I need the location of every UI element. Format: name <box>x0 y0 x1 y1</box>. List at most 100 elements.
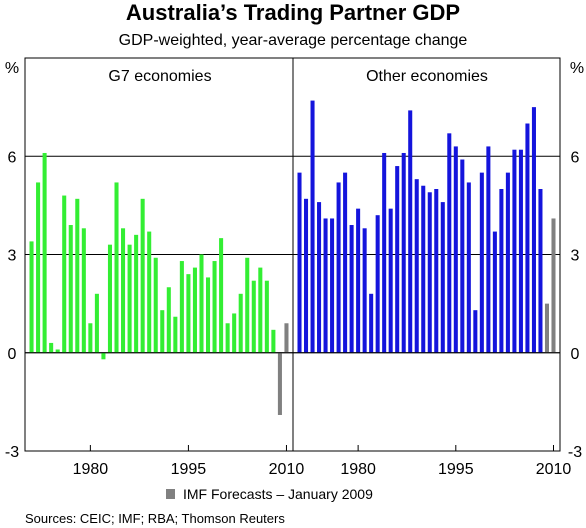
data-bar <box>134 234 139 353</box>
data-bar <box>29 241 34 353</box>
data-bar <box>505 172 510 353</box>
data-bar <box>107 244 112 353</box>
data-bar <box>192 267 197 353</box>
data-bar <box>88 323 93 353</box>
data-bar <box>447 133 452 353</box>
forecast-bar <box>277 352 282 415</box>
data-bar <box>414 179 419 353</box>
x-tick-label: 1980 <box>73 461 109 478</box>
forecast-bar <box>544 303 549 353</box>
data-bar <box>49 342 54 353</box>
data-bar <box>36 182 41 353</box>
y-tick-label-left: 3 <box>8 248 17 265</box>
data-bar <box>538 189 543 353</box>
y-unit-left: % <box>5 60 19 77</box>
chart-title: Australia’s Trading Partner GDP <box>125 0 461 25</box>
data-bar <box>382 152 387 353</box>
data-bar <box>206 277 211 353</box>
data-bar <box>499 189 504 353</box>
data-bar <box>486 146 491 353</box>
data-bar <box>68 225 73 353</box>
data-bar <box>114 182 119 353</box>
y-tick-label-right: 6 <box>571 149 580 166</box>
data-bar <box>434 189 439 353</box>
y-tick-label-right: -3 <box>568 444 582 461</box>
data-bar <box>388 208 393 353</box>
data-bar <box>395 166 400 353</box>
data-bar <box>421 185 426 353</box>
data-bar <box>258 267 263 353</box>
data-bar <box>140 198 145 353</box>
data-bar <box>369 293 374 353</box>
data-bar <box>264 280 269 353</box>
source-note: Sources: CEIC; IMF; RBA; Thomson Reuters <box>25 511 285 526</box>
data-bar <box>479 172 484 353</box>
y-tick-label-left: -3 <box>5 444 19 461</box>
data-bar <box>62 195 67 353</box>
data-bar <box>349 225 354 353</box>
chart-subtitle: GDP-weighted, year-average percentage ch… <box>118 32 468 49</box>
y-tick-label-left: 0 <box>8 346 17 363</box>
data-bar <box>251 280 256 353</box>
data-bar <box>531 107 536 353</box>
data-bar <box>212 261 217 353</box>
data-bar <box>304 198 309 353</box>
data-bar <box>525 123 530 353</box>
data-bar <box>147 231 152 353</box>
data-bar <box>310 100 315 353</box>
data-bar <box>362 228 367 353</box>
y-tick-label-right: 0 <box>571 346 580 363</box>
data-bar <box>173 316 178 353</box>
legend-swatch-forecast <box>166 489 175 499</box>
y-tick-label-left: 6 <box>8 149 17 166</box>
panel-title-g7: G7 economies <box>108 68 211 85</box>
data-bar <box>518 149 523 353</box>
x-tick-label: 2010 <box>269 461 305 478</box>
data-bar <box>160 310 165 353</box>
data-bar <box>375 215 380 353</box>
data-bar <box>101 352 106 360</box>
panel-title-other: Other economies <box>366 68 488 85</box>
data-bar <box>199 254 204 353</box>
data-bar <box>94 293 99 353</box>
forecast-bar <box>284 323 289 353</box>
x-tick-label: 1995 <box>171 461 207 478</box>
y-unit-right: % <box>570 60 584 77</box>
data-bar <box>166 287 171 353</box>
data-bar <box>225 323 230 353</box>
x-tick-label: 2010 <box>536 461 572 478</box>
data-bar <box>512 149 517 353</box>
data-bar <box>427 192 432 353</box>
data-bar <box>271 329 276 353</box>
data-bar <box>473 310 478 353</box>
data-bar <box>408 110 413 353</box>
legend-label-forecast: IMF Forecasts – January 2009 <box>183 486 373 502</box>
data-bar <box>219 238 224 353</box>
data-bar <box>323 218 328 353</box>
data-bar <box>179 261 184 353</box>
data-bar <box>317 202 322 353</box>
data-bar <box>238 293 243 353</box>
data-bar <box>42 152 47 353</box>
data-bar <box>81 228 86 353</box>
data-bar <box>466 182 471 353</box>
data-bar <box>440 202 445 353</box>
data-bar <box>55 349 60 353</box>
data-bar <box>330 218 335 353</box>
data-bar <box>460 159 465 353</box>
data-bar <box>153 257 158 353</box>
data-bar <box>75 198 80 353</box>
y-tick-label-right: 3 <box>571 248 580 265</box>
frame-layer <box>24 57 561 452</box>
data-bar <box>127 244 132 353</box>
data-bar <box>186 274 191 353</box>
forecast-bar <box>551 218 556 353</box>
data-bar <box>453 146 458 353</box>
bars-layer <box>29 100 556 415</box>
data-bar <box>343 172 348 353</box>
data-bar <box>232 313 237 353</box>
data-bar <box>356 208 361 353</box>
data-bar <box>121 228 126 353</box>
